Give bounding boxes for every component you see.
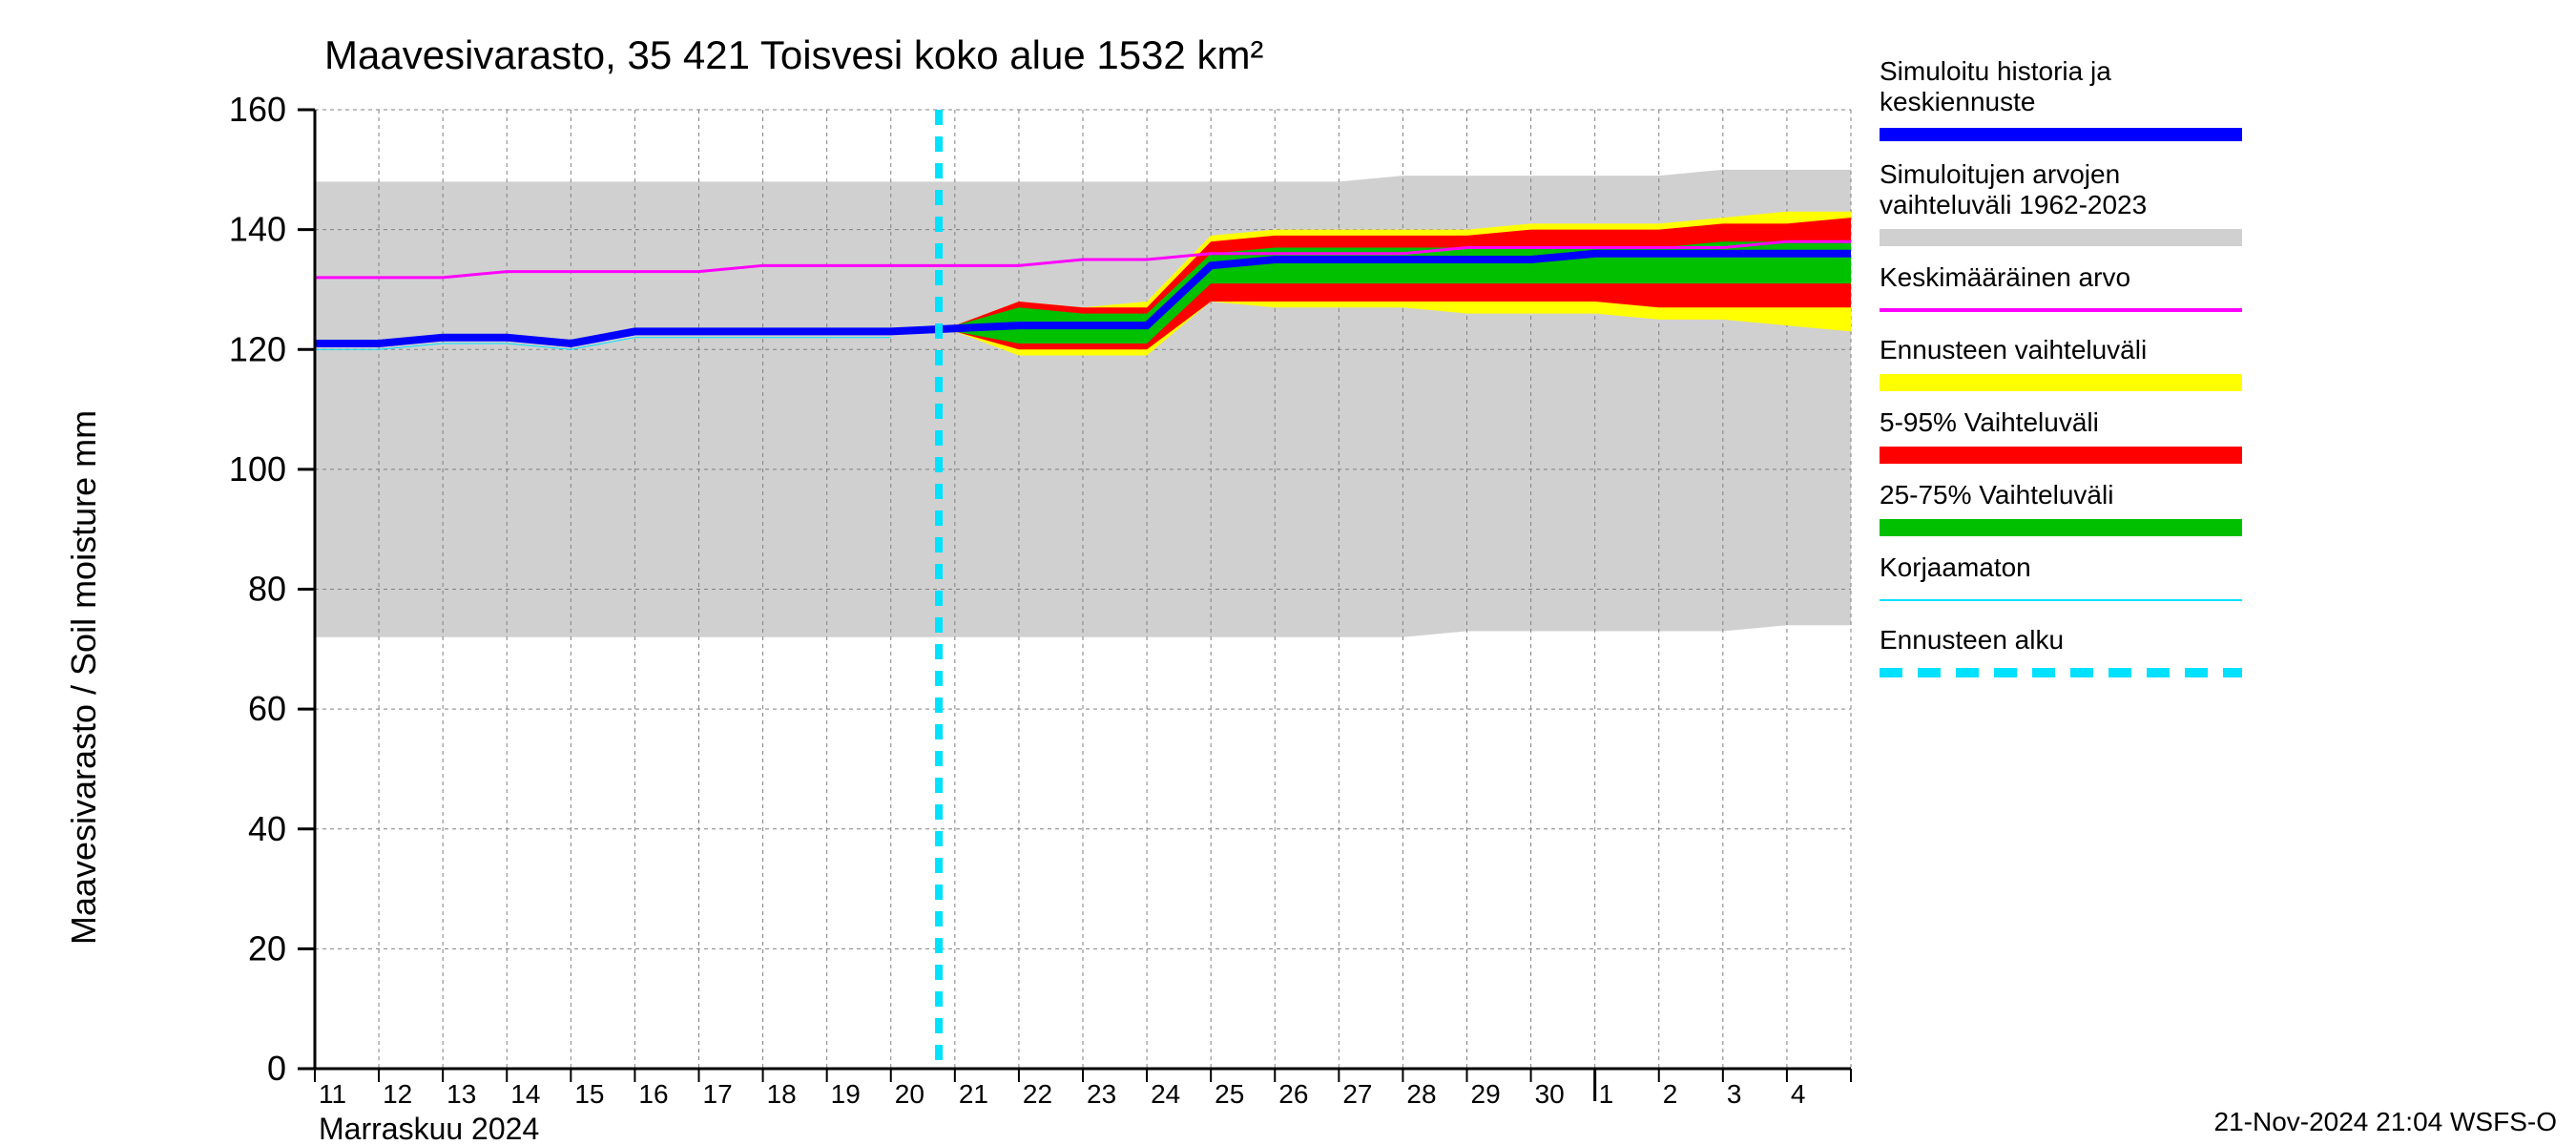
y-tick-label: 100 <box>229 449 286 489</box>
legend-label: Simuloitu historia ja <box>1880 56 2111 86</box>
legend-label: 5-95% Vaihteluväli <box>1880 407 2099 437</box>
x-tick-label: 25 <box>1215 1079 1244 1109</box>
x-tick-label: 19 <box>831 1079 861 1109</box>
x-tick-label: 15 <box>574 1079 604 1109</box>
y-tick-label: 140 <box>229 210 286 249</box>
legend-swatch <box>1880 447 2242 464</box>
legend-label: keskiennuste <box>1880 87 2035 116</box>
x-tick-label: 1 <box>1599 1079 1614 1109</box>
x-tick-label: 24 <box>1151 1079 1180 1109</box>
y-tick-label: 80 <box>248 570 286 609</box>
legend-swatch <box>1880 519 2242 536</box>
x-tick-label: 13 <box>447 1079 476 1109</box>
x-tick-label: 27 <box>1342 1079 1372 1109</box>
legend-swatch <box>1880 374 2242 391</box>
x-tick-label: 14 <box>510 1079 540 1109</box>
x-tick-label: 2 <box>1663 1079 1678 1109</box>
plot-area: 0204060801001201401601112131415161718192… <box>229 90 1851 1145</box>
x-tick-label: 17 <box>703 1079 733 1109</box>
legend-label: Korjaamaton <box>1880 552 2031 582</box>
x-tick-label: 20 <box>895 1079 924 1109</box>
legend-label: vaihteluväli 1962-2023 <box>1880 190 2147 219</box>
y-tick-label: 60 <box>248 689 286 728</box>
legend: Simuloitu historia jakeskiennuste Simuloi… <box>1880 56 2242 673</box>
y-tick-label: 40 <box>248 809 286 848</box>
y-axis-label: Maavesivarasto / Soil moisture mm <box>64 410 103 945</box>
y-tick-label: 0 <box>267 1049 286 1088</box>
y-tick-label: 20 <box>248 928 286 968</box>
x-tick-label: 30 <box>1535 1079 1565 1109</box>
legend-label: 25-75% Vaihteluväli <box>1880 480 2113 510</box>
legend-label: Keskimääräinen arvo <box>1880 262 2130 292</box>
legend-label: Ennusteen vaihteluväli <box>1880 335 2147 364</box>
chart-title: Maavesivarasto, 35 421 Toisvesi koko alu… <box>324 32 1263 77</box>
x-tick-label: 3 <box>1727 1079 1742 1109</box>
x-tick-label: 11 <box>319 1079 346 1109</box>
x-tick-label: 12 <box>383 1079 412 1109</box>
legend-swatch <box>1880 229 2242 246</box>
legend-label: Ennusteen alku <box>1880 625 2064 655</box>
x-tick-label: 28 <box>1406 1079 1436 1109</box>
soil-moisture-chart: Maavesivarasto, 35 421 Toisvesi koko alu… <box>0 0 2576 1145</box>
legend-label: Simuloitujen arvojen <box>1880 159 2120 189</box>
x-tick-label: 26 <box>1278 1079 1308 1109</box>
y-tick-label: 120 <box>229 329 286 368</box>
month-label-fi: Marraskuu 2024 <box>319 1112 539 1145</box>
y-tick-label: 160 <box>229 90 286 129</box>
x-tick-label: 23 <box>1087 1079 1116 1109</box>
x-tick-label: 18 <box>767 1079 797 1109</box>
x-tick-label: 22 <box>1023 1079 1052 1109</box>
footer-timestamp: 21-Nov-2024 21:04 WSFS-O <box>2214 1107 2558 1136</box>
x-tick-label: 4 <box>1791 1079 1806 1109</box>
x-tick-label: 21 <box>959 1079 988 1109</box>
x-tick-label: 29 <box>1471 1079 1501 1109</box>
x-tick-label: 16 <box>638 1079 668 1109</box>
